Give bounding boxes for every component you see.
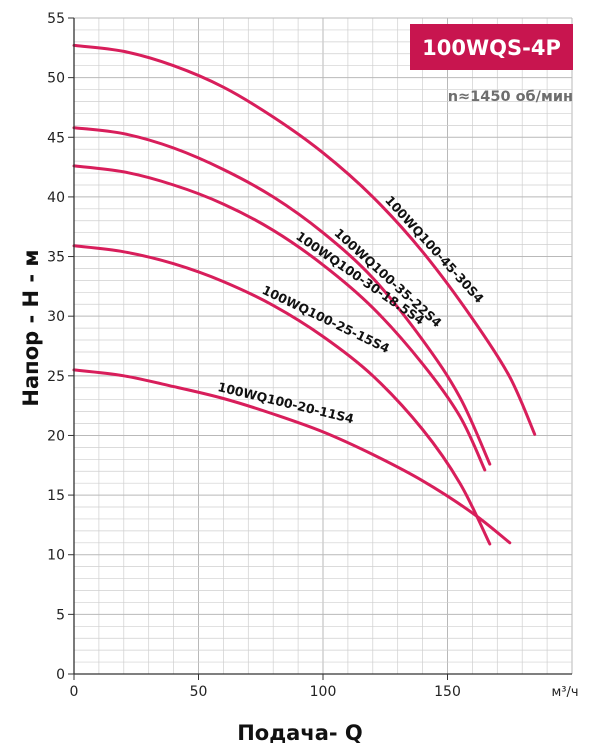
y-tick-label: 45 bbox=[47, 130, 65, 146]
curves bbox=[72, 43, 537, 546]
grid bbox=[73, 17, 573, 675]
model-badge: 100WQS-4P bbox=[410, 24, 573, 70]
y-tick-label: 40 bbox=[47, 190, 65, 206]
axes: 0 5 10 15 20 25 30 35 40 45 50 55 0 50 100 150 bbox=[47, 11, 572, 700]
chart-title: 100WQS-4P bbox=[422, 36, 561, 60]
curve-100WQ100-45-30S4 bbox=[72, 43, 537, 436]
curve-100WQ100-35-22S4 bbox=[72, 126, 492, 466]
curve-100WQ100-20-11S4 bbox=[72, 368, 512, 545]
y-tick-label: 10 bbox=[47, 548, 65, 564]
y-tick-label: 20 bbox=[47, 428, 65, 444]
chart-subtitle: n≈1450 об/мин bbox=[448, 89, 573, 105]
x-tick-label: 150 bbox=[434, 684, 461, 700]
x-tick-label: 0 bbox=[70, 684, 79, 700]
x-axis-unit: м³/ч bbox=[551, 685, 578, 700]
y-tick-label: 0 bbox=[56, 667, 65, 683]
y-tick-label: 30 bbox=[47, 309, 65, 325]
x-axis-title: Подача- Q bbox=[237, 721, 363, 745]
y-tick-label: 25 bbox=[47, 369, 65, 385]
y-axis-title: Напор - Н - м bbox=[19, 249, 43, 406]
curve-100WQ100-30-18.5S4 bbox=[72, 164, 487, 472]
y-tick-label: 35 bbox=[47, 250, 65, 266]
y-tick-label: 50 bbox=[47, 71, 65, 87]
curve-labels: 100WQ100-45-30S4100WQ100-35-22S4100WQ100… bbox=[216, 193, 487, 427]
y-tick-label: 55 bbox=[47, 11, 65, 27]
curve-100WQ100-25-15S4 bbox=[72, 244, 492, 546]
x-tick-label: 100 bbox=[310, 684, 337, 700]
y-tick-label: 5 bbox=[56, 607, 65, 623]
y-tick-label: 15 bbox=[47, 488, 65, 504]
model-badge-background bbox=[410, 24, 573, 70]
x-tick-label: 50 bbox=[190, 684, 208, 700]
